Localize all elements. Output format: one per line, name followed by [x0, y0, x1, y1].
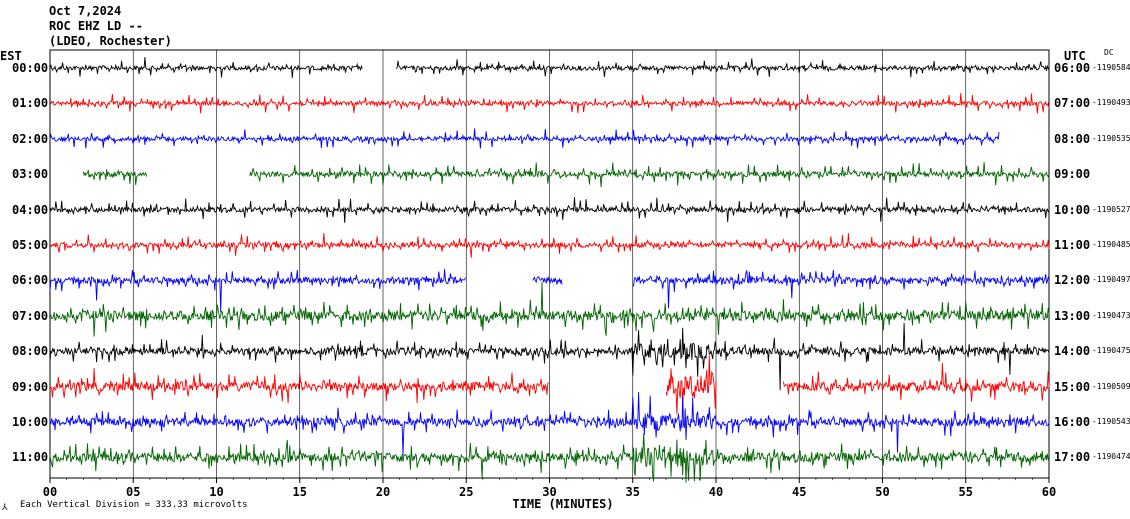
- est-row-label: 06:00: [12, 273, 49, 288]
- x-tick-label: 25: [459, 485, 473, 499]
- trace-1000: [49, 391, 1050, 456]
- dc-offset-label: -1190474: [1092, 452, 1130, 462]
- utc-row-label: 10:00: [1054, 202, 1091, 217]
- trace-0800: [49, 322, 1050, 391]
- dc-offset-label: -1190485: [1092, 240, 1130, 249]
- x-tick-label: 30: [542, 485, 556, 499]
- x-tick-label: 55: [959, 485, 973, 499]
- trace-0600: [49, 268, 1050, 313]
- est-row-label: 00:00: [12, 61, 49, 75]
- est-row-label: 01:00: [12, 96, 49, 111]
- trace-0900: [49, 355, 1050, 415]
- utc-row-label: 07:00: [1054, 96, 1091, 111]
- dc-offset-label: -1190493: [1092, 98, 1130, 108]
- network-name: (LDEO, Rochester): [49, 34, 172, 48]
- trace-0300: [82, 162, 1050, 188]
- utc-row-label: 08:00: [1054, 131, 1091, 146]
- scale-note: Each Vertical Division = 333.33 microvol…: [20, 500, 248, 510]
- dc-offset-label: -1190509: [1092, 381, 1130, 391]
- x-tick-label: 20: [376, 485, 390, 499]
- est-row-label: 09:00: [12, 379, 49, 394]
- x-tick-label: 60: [1042, 485, 1056, 499]
- dc-offset-label: -1190543: [1092, 417, 1130, 426]
- dc-offset-label: -1190584: [1092, 63, 1130, 72]
- station-code: ROC EHZ LD --: [49, 19, 143, 33]
- x-tick-label: 45: [792, 485, 806, 499]
- est-axis-title: EST: [0, 49, 22, 63]
- utc-row-label: 17:00: [1054, 450, 1091, 465]
- x-tick-label: 10: [209, 485, 223, 499]
- trace-0000: [49, 57, 1050, 78]
- utc-row-label: 15:00: [1054, 379, 1091, 394]
- scale-icon: ⅄: [2, 503, 8, 513]
- trace-0200: [49, 128, 1000, 149]
- utc-row-label: 11:00: [1054, 238, 1091, 252]
- utc-row-label: 12:00: [1054, 273, 1091, 288]
- utc-axis-title: UTC: [1064, 49, 1086, 63]
- x-tick-label: 40: [709, 485, 723, 499]
- trace-0100: [49, 93, 1050, 114]
- trace-0500: [49, 233, 1050, 258]
- dc-offset-label: -1190473: [1092, 310, 1130, 320]
- est-row-label: 02:00: [12, 131, 49, 146]
- trace-0400: [49, 196, 1050, 223]
- est-row-label: 07:00: [12, 308, 49, 323]
- est-row-label: 04:00: [12, 202, 49, 217]
- est-row-label: 03:00: [12, 167, 49, 182]
- utc-row-label: 09:00: [1054, 167, 1091, 182]
- est-row-label: 11:00: [12, 450, 49, 465]
- dc-offset-label: -1190497: [1092, 275, 1130, 285]
- utc-row-label: 06:00: [1054, 61, 1091, 75]
- dc-offset-label: -1190527: [1092, 204, 1130, 214]
- est-row-label: 05:00: [12, 238, 49, 252]
- plot-date: Oct 7,2024: [49, 4, 122, 18]
- x-tick-label: 15: [293, 485, 307, 499]
- trace-1100: [49, 433, 1050, 483]
- utc-row-label: 14:00: [1054, 344, 1091, 359]
- dc-offset-label: -1190475: [1092, 346, 1130, 356]
- utc-row-label: 16:00: [1054, 415, 1091, 429]
- x-axis-label: TIME (MINUTES): [512, 497, 613, 511]
- x-tick-label: 35: [626, 485, 640, 499]
- x-tick-label: 05: [126, 485, 140, 499]
- dc-offset-label: -1190535: [1092, 133, 1130, 143]
- x-tick-label: 50: [875, 485, 889, 499]
- x-tick-label: 00: [43, 485, 57, 499]
- dc-axis-title: DC: [1104, 48, 1114, 57]
- trace-0700: [49, 281, 1050, 337]
- est-row-label: 08:00: [12, 344, 49, 359]
- utc-row-label: 13:00: [1054, 308, 1091, 323]
- est-row-label: 10:00: [12, 415, 49, 429]
